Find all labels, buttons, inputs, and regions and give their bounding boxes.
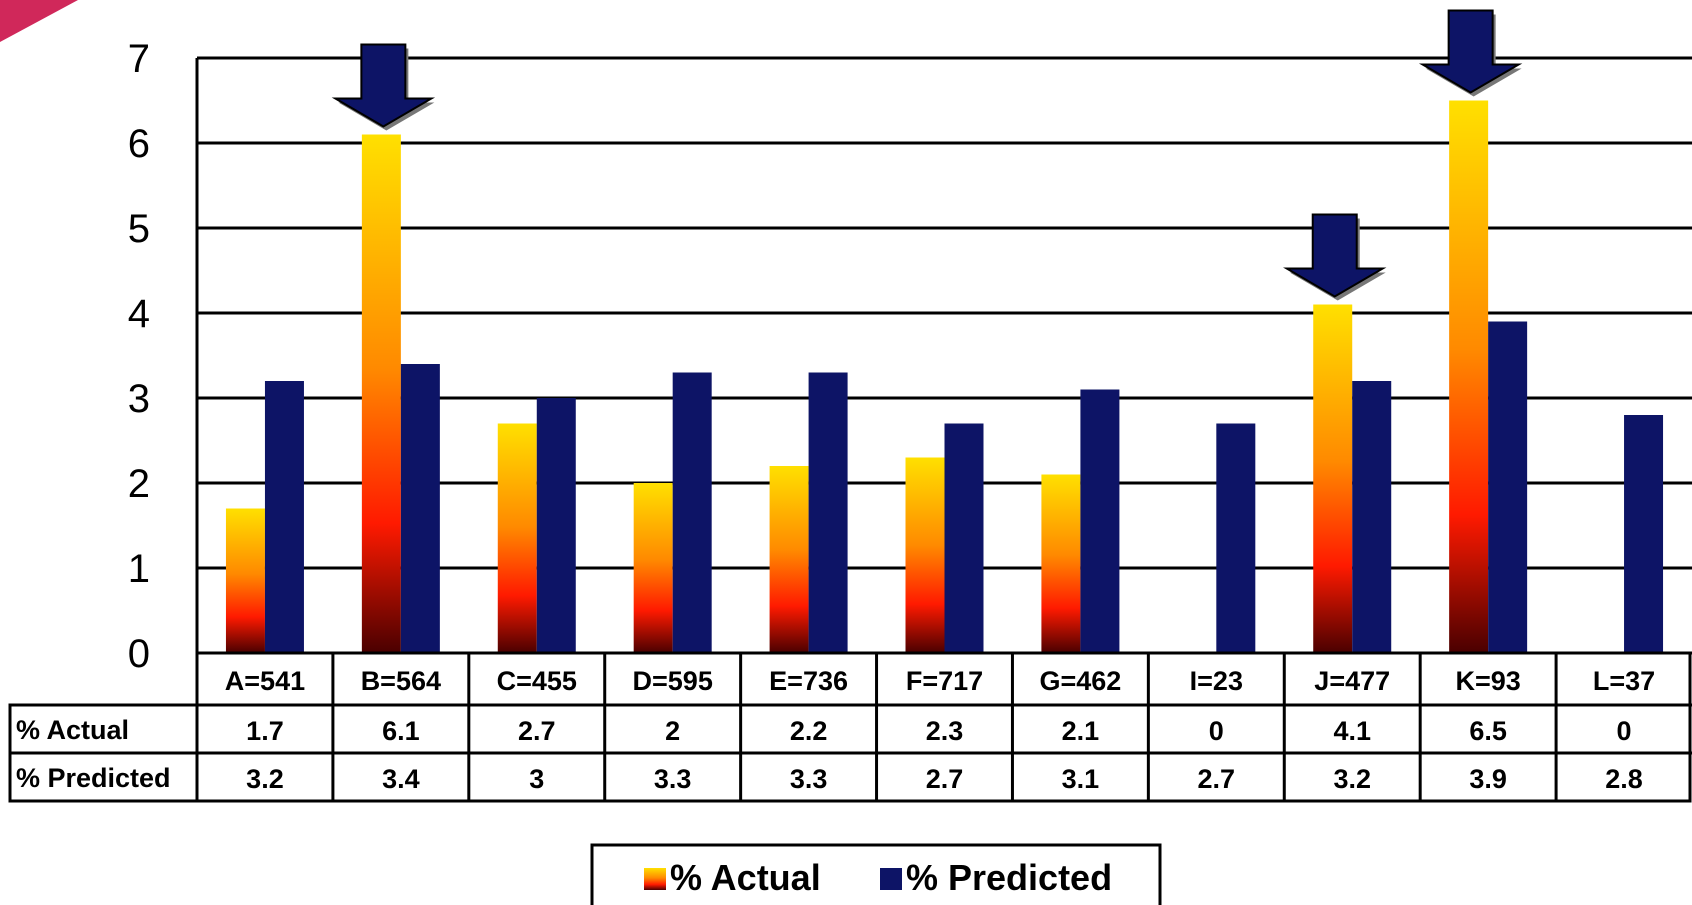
value-actual: 2.7 (518, 716, 556, 746)
bar-predicted (400, 364, 440, 653)
category-label: D=595 (633, 666, 713, 696)
bar-actual (1041, 474, 1081, 653)
value-predicted: 3.2 (246, 764, 284, 794)
value-predicted: 3 (529, 764, 544, 794)
y-tick-label: 4 (128, 292, 150, 336)
y-tick-label: 2 (128, 462, 150, 506)
data-table: A=541 1.7 3.2 B=564 6.1 3.4 C=455 2.7 3 D=595 2 3.3… (8, 651, 1692, 803)
bar-predicted (944, 423, 984, 653)
bar-actual (1449, 100, 1489, 653)
bar-actual (1313, 304, 1353, 653)
bar-actual (361, 134, 401, 653)
bars (225, 100, 1664, 653)
value-actual: 2.3 (926, 716, 964, 746)
value-actual: 4.1 (1333, 716, 1371, 746)
bar-predicted (672, 372, 712, 653)
corner-accent-shape (0, 0, 78, 42)
bar-actual (497, 423, 537, 653)
bar-predicted (264, 381, 304, 653)
value-actual: 1.7 (246, 716, 284, 746)
highlight-arrow (1418, 9, 1523, 94)
value-predicted: 3.9 (1469, 764, 1507, 794)
row-label-actual: % Actual (16, 715, 129, 745)
legend-swatch-predicted (880, 868, 902, 890)
category-label: K=93 (1455, 666, 1520, 696)
value-predicted: 3.4 (382, 764, 420, 794)
y-tick-label: 7 (128, 37, 150, 81)
bar-actual (905, 457, 945, 653)
category-label: C=455 (497, 666, 577, 696)
value-actual: 0 (1209, 716, 1224, 746)
category-label: G=462 (1039, 666, 1121, 696)
bar-predicted (808, 372, 848, 653)
y-tick-label: 1 (128, 547, 150, 591)
row-label-predicted: % Predicted (16, 763, 171, 793)
y-tick-label: 0 (128, 632, 150, 676)
value-predicted: 2.7 (1198, 764, 1236, 794)
legend: % Actual % Predicted (590, 843, 1162, 905)
legend-label-predicted: % Predicted (906, 857, 1112, 898)
legend-swatch-actual (644, 868, 666, 890)
highlight-arrow (1283, 213, 1387, 298)
bar-predicted (1624, 415, 1664, 653)
bar-predicted (1488, 321, 1528, 653)
bar-predicted (536, 398, 576, 653)
bar-actual (225, 508, 265, 653)
bar-actual (633, 483, 673, 653)
value-predicted: 2.7 (926, 764, 964, 794)
highlight-arrow (331, 43, 436, 128)
value-predicted: 2.8 (1605, 764, 1643, 794)
value-actual: 2.2 (790, 716, 828, 746)
bar-actual (769, 466, 809, 653)
value-predicted: 3.3 (790, 764, 828, 794)
value-actual: 2.1 (1062, 716, 1100, 746)
value-predicted: 3.2 (1333, 764, 1371, 794)
y-axis-ticks: 0 1 2 3 4 5 6 7 (128, 37, 150, 676)
legend-box (590, 843, 1162, 905)
category-label: E=736 (769, 666, 848, 696)
y-tick-label: 3 (128, 377, 150, 421)
y-tick-label: 5 (128, 207, 150, 251)
category-label: J=477 (1314, 666, 1390, 696)
category-label: F=717 (906, 666, 983, 696)
value-actual: 6.5 (1469, 716, 1507, 746)
value-predicted: 3.1 (1062, 764, 1100, 794)
highlight-arrows (331, 9, 1523, 301)
legend-label-actual: % Actual (670, 857, 821, 898)
category-label: A=541 (225, 666, 305, 696)
value-actual: 6.1 (382, 716, 420, 746)
bar-predicted (1216, 423, 1256, 653)
value-predicted: 3.3 (654, 764, 692, 794)
bar-predicted (1080, 389, 1120, 653)
value-actual: 0 (1617, 716, 1632, 746)
bar-predicted (1352, 381, 1392, 653)
y-tick-label: 6 (128, 122, 150, 166)
category-label: L=37 (1593, 666, 1655, 696)
category-label: I=23 (1190, 666, 1243, 696)
value-actual: 2 (665, 716, 680, 746)
category-label: B=564 (361, 666, 441, 696)
